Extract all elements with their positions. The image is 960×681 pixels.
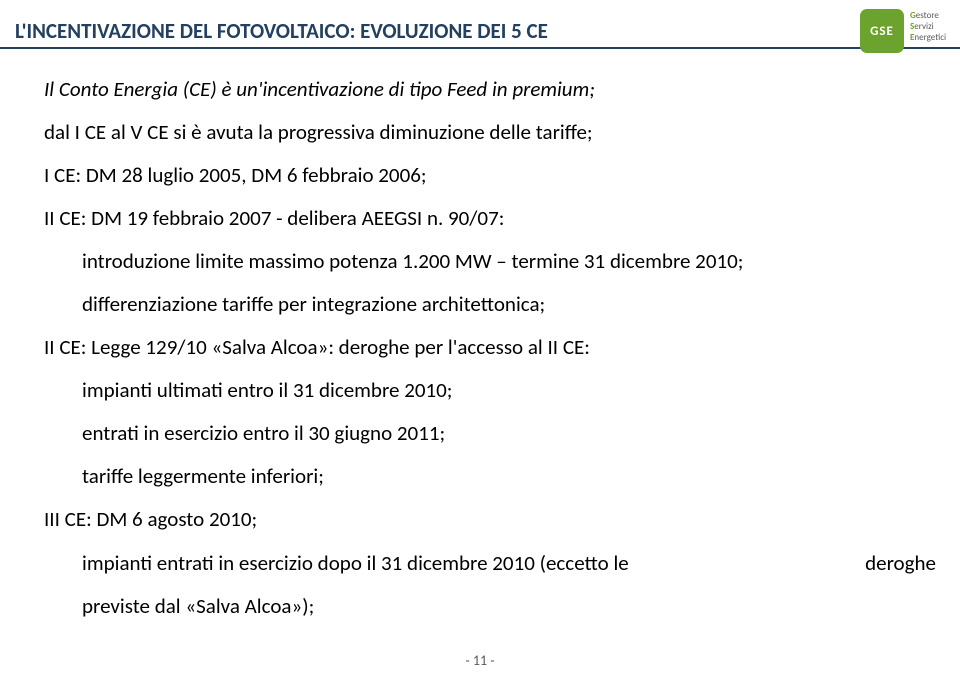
line-12-right: deroghe — [865, 542, 936, 585]
page-number: - 11 - — [0, 652, 960, 669]
line-5: introduzione limite massimo potenza 1.20… — [44, 240, 936, 283]
gse-logo-abbr: GSE — [870, 24, 894, 39]
gse-logo-box: GSE — [860, 9, 904, 53]
body-content: Il Conto Energia (CE) è un'incentivazion… — [44, 68, 936, 628]
page-title: L'INCENTIVAZIONE DEL FOTOVOLTAICO: EVOLU… — [15, 18, 548, 44]
gse-logo: GSE Gestore Servizi Energetici — [860, 6, 948, 68]
line-11: III CE: DM 6 agosto 2010; — [44, 498, 936, 541]
gse-logo-subtitle: Gestore Servizi Energetici — [910, 11, 946, 43]
line-3: I CE: DM 28 luglio 2005, DM 6 febbraio 2… — [44, 154, 936, 197]
line-7: II CE: Legge 129/10 «Salva Alcoa»: derog… — [44, 326, 936, 369]
line-4: II CE: DM 19 febbraio 2007 - delibera AE… — [44, 197, 936, 240]
line-6: differenziazione tariffe per integrazion… — [44, 283, 936, 326]
line-12: impianti entrati in esercizio dopo il 31… — [44, 542, 936, 585]
line-9: entrati in esercizio entro il 30 giugno … — [44, 412, 936, 455]
header-rule — [0, 47, 960, 49]
line-2: dal I CE al V CE si è avuta la progressi… — [44, 111, 936, 154]
line-12-left: impianti entrati in esercizio dopo il 31… — [82, 542, 629, 585]
line-1: Il Conto Energia (CE) è un'incentivazion… — [44, 68, 936, 111]
line-8: impianti ultimati entro il 31 dicembre 2… — [44, 369, 936, 412]
line-13: previste dal «Salva Alcoa»); — [44, 585, 936, 628]
line-10: tariffe leggermente inferiori; — [44, 455, 936, 498]
